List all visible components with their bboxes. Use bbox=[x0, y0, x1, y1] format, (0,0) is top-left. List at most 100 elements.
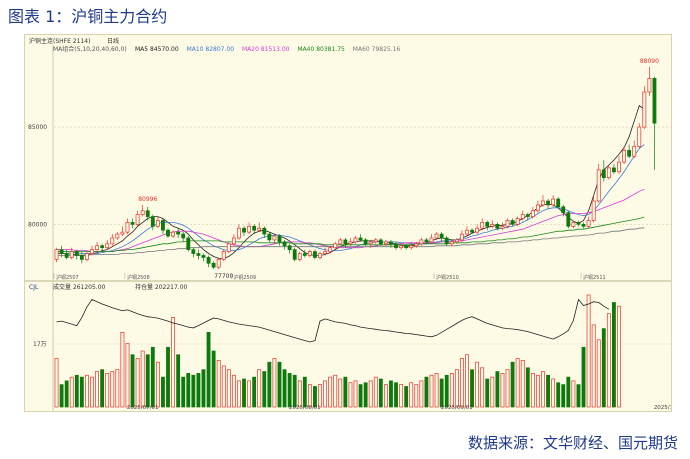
open-interest-line bbox=[56, 298, 610, 343]
candle-body bbox=[54, 249, 59, 260]
volume-bar bbox=[201, 369, 206, 408]
candle-body bbox=[287, 245, 292, 250]
volume-axis-tick: 17万 bbox=[33, 341, 47, 348]
volume-bar bbox=[186, 373, 191, 408]
volume-bar bbox=[59, 384, 64, 408]
volume-bar bbox=[520, 359, 525, 408]
candle-body bbox=[221, 251, 226, 260]
volume-bar bbox=[115, 369, 120, 408]
volume-bar bbox=[617, 305, 621, 408]
candle-body bbox=[606, 167, 611, 178]
volume-bar bbox=[606, 313, 611, 408]
candle-body bbox=[363, 239, 368, 245]
volume-bar bbox=[389, 380, 393, 408]
volume-bar bbox=[302, 376, 307, 408]
candle-body bbox=[561, 206, 566, 214]
volume-bar bbox=[74, 374, 79, 408]
price-annotation: 88090 bbox=[640, 58, 659, 65]
candle-body bbox=[277, 235, 282, 243]
candle-body bbox=[211, 262, 216, 268]
volume-bar bbox=[318, 384, 322, 408]
volume-bar bbox=[196, 373, 201, 408]
volume-bar bbox=[216, 359, 221, 408]
candle-body bbox=[257, 227, 262, 231]
volume-legend-value: 成交量 261205.00 bbox=[53, 283, 106, 291]
candle-body bbox=[515, 218, 520, 225]
candle-body bbox=[541, 200, 545, 206]
volume-bar bbox=[145, 354, 150, 408]
volume-bar bbox=[211, 350, 216, 408]
candle-body bbox=[115, 233, 120, 239]
volume-bar bbox=[338, 378, 343, 408]
candle-body bbox=[333, 243, 338, 249]
ma-legend-item: MA60 79825.16 bbox=[353, 46, 401, 53]
contract-label: 沪铜2508 bbox=[127, 274, 150, 281]
candlestick-chart: 沪铜主连(SHFE 2114) 日线 MA组合(5,10,20,40,60,0)… bbox=[25, 35, 671, 411]
volume-bar bbox=[490, 376, 495, 408]
volume-bar bbox=[307, 384, 312, 408]
candle-body bbox=[627, 150, 632, 157]
volume-bar bbox=[206, 331, 211, 408]
price-tick-label: 85000 bbox=[28, 124, 47, 131]
candle-body bbox=[378, 239, 383, 245]
candle-body bbox=[328, 247, 333, 252]
candle-body bbox=[292, 249, 297, 260]
volume-bar bbox=[454, 369, 459, 408]
oi-legend-value: 持仓量 202217.00 bbox=[135, 283, 188, 291]
candle-body bbox=[551, 198, 556, 206]
volume-bar bbox=[363, 382, 368, 408]
figure-title: 图表 1：沪铜主力合约 bbox=[8, 7, 168, 26]
candle-body bbox=[307, 251, 312, 256]
volume-bar bbox=[252, 376, 257, 408]
candle-body bbox=[237, 227, 241, 239]
volume-bar bbox=[262, 371, 267, 408]
candle-body bbox=[252, 225, 257, 231]
candle-body bbox=[586, 220, 591, 227]
candle-body bbox=[95, 245, 99, 250]
candle-body bbox=[394, 243, 398, 249]
candle-body bbox=[181, 233, 186, 239]
volume-bar bbox=[541, 371, 545, 408]
candle-body bbox=[642, 91, 647, 128]
ma-line-ma20 bbox=[56, 188, 645, 253]
candle-body bbox=[145, 210, 150, 217]
volume-bar bbox=[424, 376, 429, 408]
candle-body bbox=[272, 235, 277, 241]
candle-body bbox=[399, 245, 404, 249]
candle-body bbox=[444, 237, 449, 245]
instrument-label: 沪铜主连(SHFE 2114) bbox=[29, 37, 90, 45]
volume-bar bbox=[485, 378, 490, 408]
volume-bar bbox=[546, 374, 550, 408]
volume-bar bbox=[525, 367, 530, 408]
candle-body bbox=[404, 245, 409, 249]
volume-bar bbox=[368, 380, 373, 408]
volume-bar bbox=[328, 376, 333, 408]
candle-body bbox=[64, 253, 69, 258]
candle-body bbox=[622, 150, 626, 163]
candle-body bbox=[348, 241, 353, 245]
volume-bar bbox=[161, 376, 165, 408]
candle-body bbox=[652, 78, 657, 124]
volume-bar bbox=[135, 358, 140, 408]
volume-bar bbox=[612, 302, 616, 408]
candle-body bbox=[419, 239, 424, 245]
volume-bar bbox=[191, 374, 196, 408]
candle-body bbox=[581, 224, 586, 227]
candle-body bbox=[480, 222, 485, 229]
volume-bar bbox=[399, 384, 404, 408]
volume-bar bbox=[297, 380, 302, 408]
candle-body bbox=[439, 233, 444, 239]
volume-bar bbox=[571, 380, 576, 408]
candle-body bbox=[353, 237, 358, 243]
date-label: 2025/07/01 bbox=[127, 405, 159, 411]
ma-legend-label: MA组合(5,10,20,40,60,0) bbox=[53, 45, 127, 53]
volume-bar bbox=[475, 361, 480, 408]
candle-body bbox=[166, 229, 170, 237]
volume-bar bbox=[90, 376, 94, 408]
candle-body bbox=[161, 220, 165, 231]
candle-body bbox=[505, 220, 510, 227]
candle-body bbox=[110, 237, 115, 245]
candle-body bbox=[267, 233, 272, 241]
candle-body bbox=[414, 243, 419, 247]
candle-body bbox=[90, 249, 94, 254]
